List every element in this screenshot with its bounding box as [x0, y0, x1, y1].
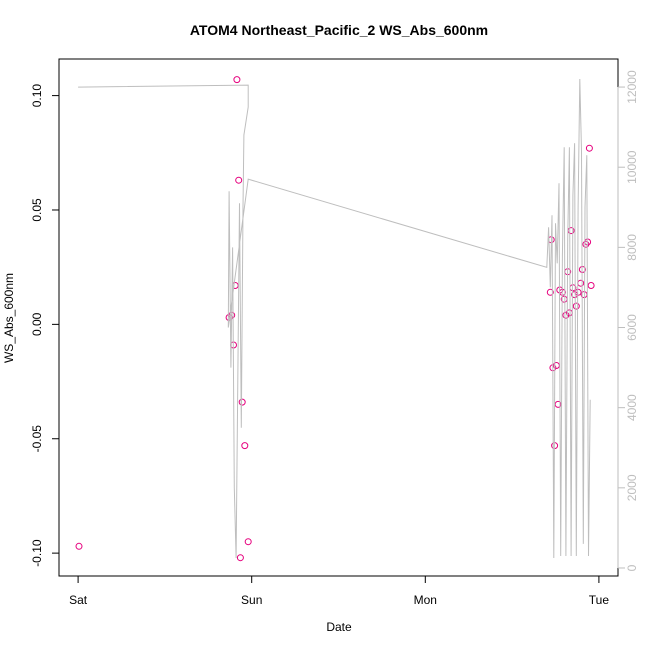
y-axis-label: WS_Abs_600nm — [2, 273, 16, 363]
y-tick-label: 0.00 — [30, 312, 44, 336]
y2-tick-label: 2000 — [625, 474, 639, 501]
data-point — [238, 398, 246, 406]
y-axis: -0.10 -0.05 0.00 0.05 0.10 — [30, 84, 60, 567]
plot-frame — [58, 58, 619, 577]
data-point — [75, 542, 83, 550]
data-point — [236, 554, 244, 562]
y-tick-label: -0.05 — [30, 425, 44, 453]
x-axis-label: Date — [326, 620, 352, 634]
y-tick-label: 0.10 — [30, 84, 44, 108]
data-point — [233, 76, 241, 84]
x-tick-label: Sat — [69, 593, 88, 607]
chart-title: ATOM4 Northeast_Pacific_2 WS_Abs_600nm — [190, 22, 488, 38]
data-point — [244, 538, 252, 546]
y-tick-label: -0.10 — [30, 539, 44, 567]
x-tick-label: Mon — [414, 593, 437, 607]
y2-tick-label: 4000 — [625, 394, 639, 421]
data-point — [235, 176, 243, 184]
data-point — [546, 288, 554, 296]
data-point — [585, 144, 593, 152]
y2-tick-label: 10000 — [625, 150, 639, 184]
y2-tick-label: 6000 — [625, 314, 639, 341]
y-tick-label: 0.05 — [30, 198, 44, 222]
series-line-right-axis — [78, 78, 591, 559]
x-tick-label: Tue — [589, 593, 610, 607]
data-point — [572, 302, 580, 310]
data-point — [577, 279, 585, 287]
y2-tick-label: 12000 — [625, 70, 639, 104]
data-point — [562, 311, 570, 319]
y2-tick-label: 0 — [625, 564, 639, 571]
x-tick-label: Sun — [241, 593, 262, 607]
y2-axis: 0 2000 4000 6000 8000 10000 12000 — [617, 70, 639, 571]
data-point — [587, 282, 595, 289]
x-axis: Sat Sun Mon Tue — [69, 575, 610, 607]
y2-tick-label: 8000 — [625, 234, 639, 261]
series-layer — [75, 76, 595, 562]
data-point — [241, 442, 249, 450]
